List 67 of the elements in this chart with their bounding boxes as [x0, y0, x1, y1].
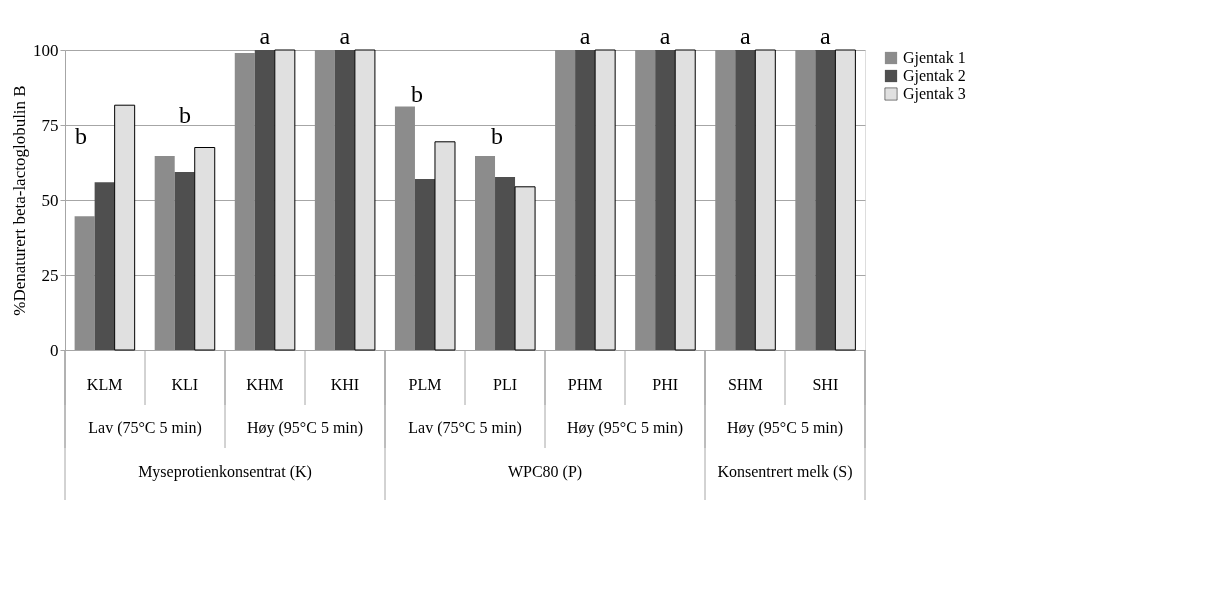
bar [354, 49, 376, 351]
bar [334, 50, 355, 350]
bar [475, 155, 496, 350]
y-tick-label: 0 [50, 340, 59, 360]
bar [394, 106, 415, 350]
x-tick-label: PLI [493, 375, 518, 393]
bar [234, 53, 255, 350]
annotation: a [659, 23, 671, 49]
bar [834, 49, 856, 351]
annotation: a [339, 23, 351, 49]
y-tick-label: 50 [41, 190, 59, 210]
x-tick-label: SHM [727, 375, 763, 393]
bar [434, 141, 456, 351]
x-tick-label: KLI [171, 375, 199, 393]
bar [754, 49, 776, 351]
annotation: a [259, 23, 271, 49]
text: Høy (95°C 5 min) [566, 419, 684, 437]
bar [274, 49, 296, 351]
bar [94, 182, 115, 350]
annotation: b [491, 123, 503, 149]
bar [74, 216, 95, 350]
annotation: a [579, 23, 591, 49]
x-tick-label: PLM [408, 375, 442, 393]
text: Høy (95°C 5 min) [246, 419, 364, 437]
x-tick-label: KLM [86, 375, 123, 393]
bar [254, 50, 275, 350]
bar [635, 50, 656, 350]
bar [555, 50, 576, 350]
bar [655, 50, 676, 350]
legend-label: Gjentak 1 [903, 49, 966, 67]
y-tick-label: 75 [41, 115, 59, 135]
annotation: b [75, 123, 87, 149]
text: Lav (75°C 5 min) [88, 419, 202, 437]
bar [194, 147, 216, 351]
annotation: a [820, 23, 832, 49]
legend-label: Gjentak 3 [903, 85, 966, 103]
y-tick-label: 100 [33, 40, 59, 60]
bar [594, 49, 616, 351]
y-axis-title: %Denaturert beta-lactoglobulin B [10, 85, 29, 316]
bar [154, 155, 175, 350]
bar [514, 186, 536, 351]
annotation: b [179, 102, 191, 128]
x-tick-label: PHM [567, 375, 603, 393]
x-tick-label: KHI [330, 375, 360, 393]
x-tick-label: KHM [246, 375, 284, 393]
annotation: b [411, 81, 423, 107]
bar [674, 49, 696, 351]
bar [795, 50, 816, 350]
bar [815, 50, 836, 350]
bar [715, 50, 736, 350]
legend-label: Gjentak 2 [903, 67, 966, 85]
bar [114, 104, 136, 351]
bar [735, 50, 756, 350]
annotation: a [739, 23, 751, 49]
text: Lav (75°C 5 min) [408, 419, 522, 437]
text: Myseprotienkonsentrat (K) [138, 463, 312, 481]
x-tick-label: SHI [812, 375, 839, 393]
bar [174, 172, 195, 350]
bar [495, 176, 516, 350]
bar [414, 179, 435, 350]
bar [575, 50, 596, 350]
text: Høy (95°C 5 min) [726, 419, 844, 437]
text: WPC80 (P) [507, 463, 583, 481]
y-tick-label: 25 [41, 265, 59, 285]
x-tick-label: PHI [652, 375, 679, 393]
bar [314, 50, 335, 350]
text: Konsentrert melk (S) [717, 463, 853, 481]
